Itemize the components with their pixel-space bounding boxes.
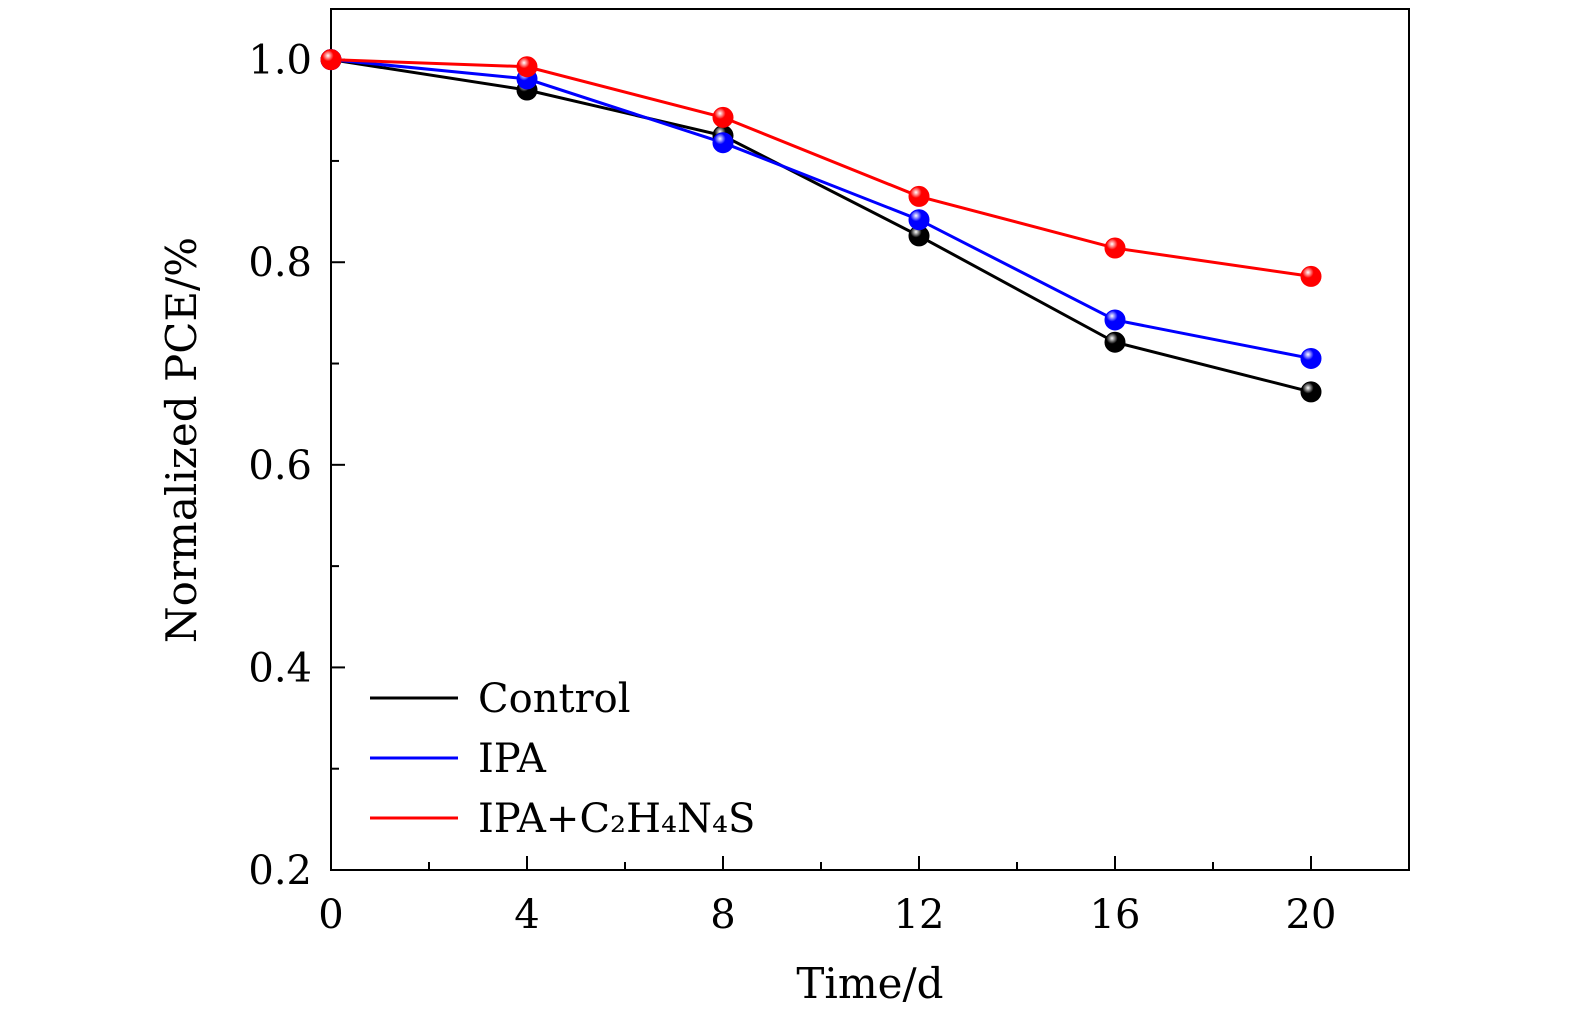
legend: Control IPA IPA+C₂H₄N₄S — [370, 676, 755, 842]
y-tick-label: 1.0 — [248, 38, 312, 84]
data-point — [1300, 347, 1322, 369]
data-point — [1104, 309, 1126, 331]
data-point — [1104, 331, 1126, 353]
y-axis-title: Normalized PCE/% — [157, 237, 206, 643]
x-tick-label: 8 — [710, 892, 735, 938]
x-tick-labels: 0 4 8 12 16 20 — [318, 892, 1336, 938]
series-line — [330, 58, 1312, 394]
series-line — [330, 58, 1312, 278]
legend-label: IPA+C₂H₄N₄S — [478, 796, 755, 842]
data-point — [320, 49, 342, 71]
series-line — [330, 58, 1312, 360]
data-point — [516, 56, 538, 78]
x-tick-label: 0 — [318, 892, 343, 938]
series-markers — [320, 49, 1322, 403]
data-point — [712, 106, 734, 128]
data-point — [1300, 381, 1322, 403]
y-tick-label: 0.2 — [248, 848, 312, 894]
data-point — [1104, 237, 1126, 259]
y-tick-labels: 0.2 0.4 0.6 0.8 1.0 — [248, 38, 312, 894]
x-tick-label: 16 — [1090, 892, 1141, 938]
data-point — [712, 132, 734, 154]
x-tick-label: 12 — [894, 892, 945, 938]
series-lines — [330, 58, 1312, 394]
y-tick-label: 0.4 — [248, 645, 312, 691]
legend-label: IPA — [478, 736, 547, 782]
x-tick-label: 20 — [1286, 892, 1337, 938]
x-tick-label: 4 — [514, 892, 539, 938]
y-tick-label: 0.6 — [248, 443, 312, 489]
data-point — [908, 209, 930, 231]
data-point — [908, 185, 930, 207]
data-point — [1300, 265, 1322, 287]
x-axis-title: Time/d — [796, 959, 943, 1008]
legend-label: Control — [478, 676, 631, 722]
y-tick-label: 0.8 — [248, 240, 312, 286]
plot-frame — [330, 8, 1410, 871]
